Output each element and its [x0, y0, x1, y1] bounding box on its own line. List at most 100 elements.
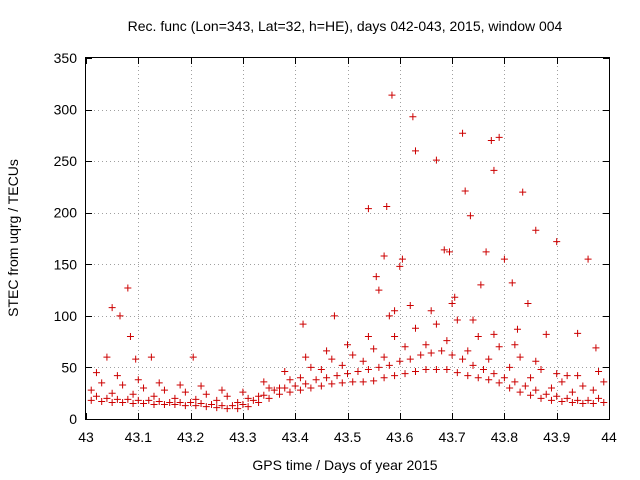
data-point	[482, 248, 490, 256]
data-point	[459, 129, 467, 137]
x-axis-tick-labels: 43 43.1 43.2 43.3 43.4 43.5 43.6 43.7 43.8 43.9 44	[78, 429, 617, 445]
data-point	[589, 386, 597, 394]
data-point	[189, 353, 197, 361]
data-point	[244, 403, 252, 411]
data-point	[445, 248, 453, 256]
data-point	[124, 395, 132, 403]
y-tick-label: 250	[54, 153, 78, 169]
data-point	[464, 347, 472, 355]
x-tick-label: 44	[601, 429, 617, 445]
data-point	[595, 368, 603, 376]
data-point	[391, 372, 399, 380]
data-point	[134, 396, 142, 404]
data-point	[422, 365, 430, 373]
data-point	[338, 379, 346, 387]
data-point	[302, 380, 310, 388]
data-point	[270, 386, 278, 394]
data-point	[349, 351, 357, 359]
data-point	[108, 398, 116, 406]
data-point	[124, 284, 132, 292]
data-point	[532, 386, 540, 394]
data-point	[359, 357, 367, 365]
data-point	[286, 376, 294, 384]
data-point	[487, 137, 495, 145]
data-point	[364, 365, 372, 373]
data-point	[349, 378, 357, 386]
data-point	[409, 113, 417, 121]
data-point	[372, 273, 380, 281]
data-point	[364, 205, 372, 213]
data-point	[479, 365, 487, 373]
data-point	[323, 347, 331, 355]
data-point	[406, 302, 414, 310]
data-point	[574, 329, 582, 337]
data-point	[281, 368, 289, 376]
data-point	[451, 293, 459, 301]
data-point	[453, 369, 461, 377]
data-point	[558, 397, 566, 405]
data-point	[432, 156, 440, 164]
data-point	[181, 388, 189, 396]
data-point	[296, 386, 304, 394]
data-point	[537, 365, 545, 373]
data-point	[398, 255, 406, 263]
data-point	[213, 404, 221, 412]
data-point	[461, 187, 469, 195]
y-axis-tick-labels: 0 50 100 150 200 250 300 350	[54, 50, 78, 427]
data-point	[411, 368, 419, 376]
data-point	[176, 398, 184, 406]
data-point	[202, 403, 210, 411]
y-tick-label: 300	[54, 102, 78, 118]
axis-ticks	[86, 58, 610, 420]
data-point	[553, 392, 561, 400]
data-point	[155, 379, 163, 387]
data-point	[474, 332, 482, 340]
data-point	[385, 312, 393, 320]
data-point	[524, 299, 532, 307]
data-point	[508, 279, 516, 287]
series-band-5	[92, 299, 603, 396]
data-point	[197, 400, 205, 408]
data-point	[265, 384, 273, 392]
plot-frame	[85, 57, 610, 420]
data-point	[307, 384, 315, 392]
data-point	[328, 380, 336, 388]
y-tick-label: 50	[61, 359, 77, 375]
y-tick-label: 200	[54, 205, 78, 221]
data-point	[134, 376, 142, 384]
data-point	[443, 337, 451, 345]
data-point	[218, 386, 226, 394]
data-point	[438, 347, 446, 355]
data-point	[92, 369, 100, 377]
data-point	[532, 226, 540, 234]
x-tick-label: 43.7	[438, 429, 465, 445]
data-point	[396, 262, 404, 270]
data-point	[547, 396, 555, 404]
data-point	[108, 304, 116, 312]
data-point	[411, 324, 419, 332]
data-point	[239, 388, 247, 396]
data-point	[406, 355, 414, 363]
data-point	[218, 402, 226, 410]
data-point	[490, 330, 498, 338]
data-point	[448, 299, 456, 307]
data-point	[160, 386, 168, 394]
x-tick-label: 43.6	[386, 429, 413, 445]
data-point	[317, 382, 325, 390]
data-point	[516, 388, 524, 396]
data-point	[223, 392, 231, 400]
data-point	[370, 377, 378, 385]
data-point	[260, 391, 268, 399]
series-baseline	[87, 365, 608, 413]
x-tick-label: 43.5	[334, 429, 361, 445]
data-points	[87, 91, 608, 413]
data-point	[411, 147, 419, 155]
y-tick-label: 100	[54, 308, 78, 324]
data-point	[103, 394, 111, 402]
data-point	[511, 341, 519, 349]
data-point	[375, 363, 383, 371]
data-point	[255, 398, 263, 406]
data-point	[519, 188, 527, 196]
chart-title: Rec. func (Lon=343, Lat=32, h=HE), days …	[128, 18, 563, 34]
data-point	[103, 353, 111, 361]
